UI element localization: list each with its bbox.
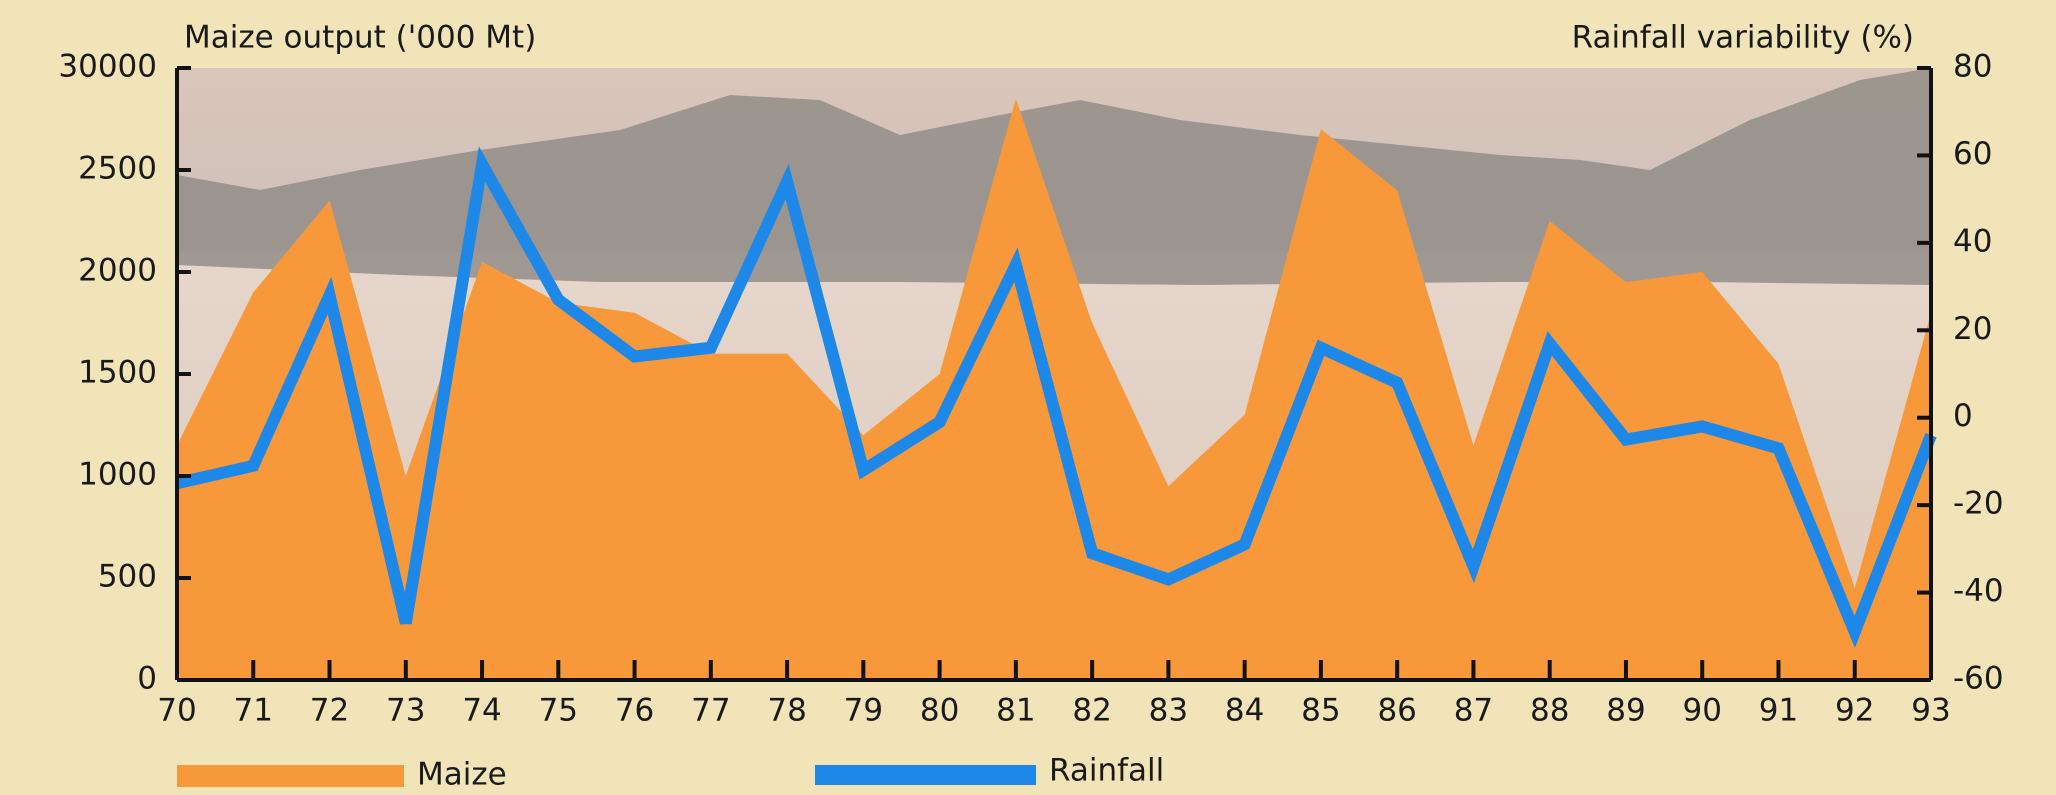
y-tick-label: 500 bbox=[98, 559, 157, 595]
y-tick-label: 1500 bbox=[78, 355, 157, 391]
x-tick-label: 74 bbox=[462, 693, 501, 729]
x-tick-label: 86 bbox=[1377, 693, 1416, 729]
x-tick-label: 76 bbox=[615, 693, 654, 729]
x-tick-label: 84 bbox=[1225, 693, 1264, 729]
x-tick-label: 87 bbox=[1454, 693, 1493, 729]
x-tick-label: 83 bbox=[1149, 693, 1188, 729]
x-tick-label: 85 bbox=[1301, 693, 1340, 729]
legend-label: Maize bbox=[417, 757, 507, 793]
x-tick-label: 72 bbox=[310, 693, 349, 729]
y2-tick-label: -20 bbox=[1953, 486, 2004, 522]
y-tick-label: 1000 bbox=[78, 457, 157, 493]
x-tick-label: 92 bbox=[1835, 693, 1874, 729]
x-tick-label: 73 bbox=[386, 693, 425, 729]
x-tick-label: 88 bbox=[1530, 693, 1569, 729]
y-tick-label: 30000 bbox=[58, 49, 157, 85]
y2-tick-label: 60 bbox=[1953, 136, 1992, 172]
x-tick-label: 91 bbox=[1759, 693, 1798, 729]
y2-axis-title: Rainfall variability (%) bbox=[1572, 20, 1914, 56]
x-tick-label: 80 bbox=[920, 693, 959, 729]
x-tick-label: 93 bbox=[1911, 693, 1950, 729]
x-tick-label: 90 bbox=[1682, 693, 1721, 729]
y2-tick-label: 40 bbox=[1953, 223, 1992, 259]
x-tick-label: 77 bbox=[691, 693, 730, 729]
x-tick-label: 89 bbox=[1606, 693, 1645, 729]
x-tick-label: 78 bbox=[767, 693, 806, 729]
background-hills bbox=[177, 68, 1931, 285]
x-tick-label: 70 bbox=[157, 693, 196, 729]
legend-swatch bbox=[815, 765, 1036, 785]
y-tick-label: 0 bbox=[137, 661, 157, 697]
y-axis-title: Maize output ('000 Mt) bbox=[184, 20, 536, 56]
y-tick-label: 2000 bbox=[78, 253, 157, 289]
legend-label: Rainfall bbox=[1049, 753, 1164, 789]
legend-swatch bbox=[177, 765, 404, 787]
y2-tick-label: -40 bbox=[1953, 573, 2004, 609]
x-tick-label: 81 bbox=[996, 693, 1035, 729]
y2-tick-label: 0 bbox=[1953, 398, 1973, 434]
x-tick-label: 71 bbox=[234, 693, 273, 729]
y2-tick-label: 80 bbox=[1953, 49, 1992, 85]
x-tick-label: 75 bbox=[539, 693, 578, 729]
y2-tick-label: 20 bbox=[1953, 311, 1992, 347]
y-tick-label: 2500 bbox=[78, 151, 157, 187]
line bbox=[175, 146, 1937, 649]
y2-tick-label: -60 bbox=[1953, 661, 2004, 697]
x-tick-label: 82 bbox=[1072, 693, 1111, 729]
x-tick-label: 79 bbox=[844, 693, 883, 729]
